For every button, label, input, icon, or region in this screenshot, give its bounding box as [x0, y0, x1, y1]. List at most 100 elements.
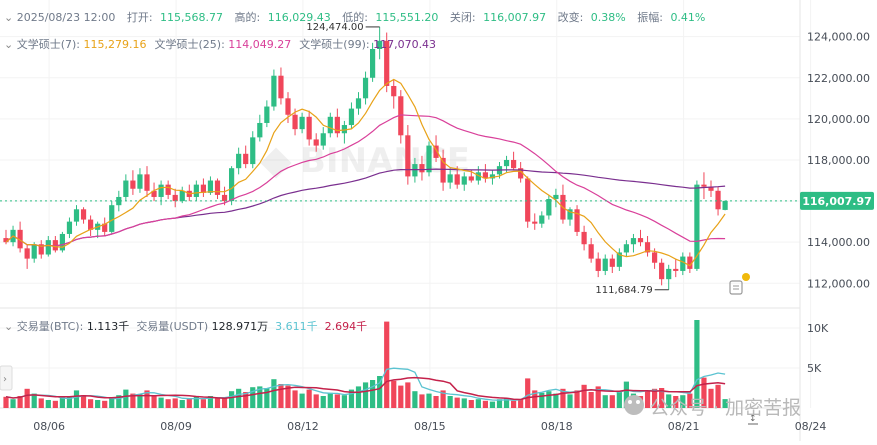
candle-body — [616, 252, 622, 267]
candle-body — [137, 174, 143, 189]
volume-bar — [264, 388, 270, 408]
ma7-line — [5, 78, 726, 267]
ma-value: 114,049.27 — [224, 38, 292, 51]
volume-bar — [440, 390, 446, 408]
ohlc-label: 关闭: — [446, 11, 480, 24]
candle-body — [708, 186, 714, 191]
candle-body — [88, 219, 94, 230]
volume-bar — [73, 390, 80, 408]
volume-bar — [257, 386, 263, 408]
min-annotation: 111,684.79 — [595, 285, 669, 296]
volume-bar — [271, 379, 277, 408]
vol-value-usdt: 128.971万 — [211, 320, 269, 333]
volume-bar — [38, 398, 44, 408]
candle-body — [207, 180, 214, 193]
volume-bar — [362, 382, 369, 408]
calendar-icon[interactable] — [729, 280, 743, 295]
vol-label-btc: 交易量(BTC): — [16, 320, 84, 333]
volume-bar — [489, 401, 496, 408]
candle-body — [73, 209, 80, 222]
candle-body — [158, 184, 164, 197]
ma-legend: ⌄ 文学硕士(7): 115,279.16 文学硕士(25): 114,049.2… — [4, 36, 436, 52]
volume-bar — [80, 395, 87, 408]
volume-bar — [10, 399, 16, 408]
candle-body — [264, 106, 270, 123]
volume-bar — [609, 395, 615, 408]
volume-bar — [602, 395, 608, 408]
candle-body — [433, 145, 439, 158]
volume-bar — [644, 391, 651, 408]
price-tick-label: 122,000.00 — [807, 72, 870, 85]
ohlc-label: 打开: — [126, 11, 157, 24]
candle-body — [588, 244, 594, 259]
scroll-left-icon[interactable]: › — [0, 365, 13, 391]
volume-bar — [567, 394, 573, 408]
volume-bar — [236, 388, 242, 408]
candle-body — [31, 244, 37, 259]
candle-body — [59, 233, 65, 251]
alert-dot-icon — [742, 273, 750, 281]
candle-body — [193, 184, 199, 197]
candle-body — [539, 215, 545, 224]
volume-bar — [334, 394, 340, 408]
candle-body — [348, 108, 355, 126]
volume-bar — [193, 396, 199, 408]
candle-body — [38, 244, 44, 255]
volume-bar — [659, 388, 665, 408]
volume-bar — [229, 391, 235, 408]
candle-body — [546, 199, 552, 216]
candle-body — [172, 194, 178, 202]
reset-time-icon[interactable]: ↕ — [748, 414, 758, 425]
volume-bar — [384, 321, 390, 408]
candle-body — [52, 240, 58, 251]
volume-bar — [130, 393, 136, 408]
candle-body — [165, 184, 171, 195]
vol-ma-value-1: 3.611千 — [275, 320, 318, 333]
candle-body — [292, 114, 298, 130]
ma-lines — [5, 78, 726, 401]
vol-label-usdt: 交易量(USDT) — [136, 320, 209, 333]
candle-body — [581, 231, 587, 245]
volume-bar — [574, 390, 580, 408]
volume-bar — [285, 385, 291, 408]
candle-body — [405, 135, 411, 177]
candle-body — [489, 174, 496, 179]
candle-body — [278, 75, 284, 99]
volume-bar — [687, 393, 693, 408]
candle-body — [362, 77, 369, 99]
volume-bar — [616, 392, 622, 408]
candle-body — [609, 258, 615, 267]
volume-bar — [348, 389, 355, 408]
collapse-icon[interactable]: ⌄ — [4, 320, 17, 333]
volume-bar — [278, 384, 284, 408]
volume-bar — [214, 397, 221, 408]
ma25-line — [5, 114, 726, 247]
candle-body — [144, 174, 150, 191]
candle-body — [327, 116, 333, 134]
volume-bar — [666, 394, 672, 408]
time-tick-label: 08/06 — [33, 420, 65, 433]
ma-value: 115,279.16 — [80, 38, 147, 51]
volume-bar — [313, 394, 319, 408]
candle-body — [299, 116, 305, 130]
volume-bar — [370, 380, 376, 408]
volume-bar — [546, 391, 552, 408]
time-tick-label: 08/21 — [668, 420, 700, 433]
collapse-icon[interactable]: ⌄ — [4, 11, 17, 24]
candle-body — [595, 258, 601, 271]
volume-bar — [158, 397, 164, 408]
volume-bar — [475, 399, 481, 408]
volume-bar — [518, 399, 524, 408]
candle-body — [271, 75, 277, 107]
candle-body — [355, 98, 362, 109]
volume-bar — [88, 399, 94, 408]
candle-body — [447, 174, 453, 183]
collapse-icon[interactable]: ⌄ — [4, 38, 17, 51]
candle-body — [229, 168, 235, 202]
candle-body — [511, 159, 517, 169]
candle-body — [370, 48, 376, 78]
volume-bar — [243, 392, 249, 408]
svg-text:›: › — [3, 374, 7, 385]
